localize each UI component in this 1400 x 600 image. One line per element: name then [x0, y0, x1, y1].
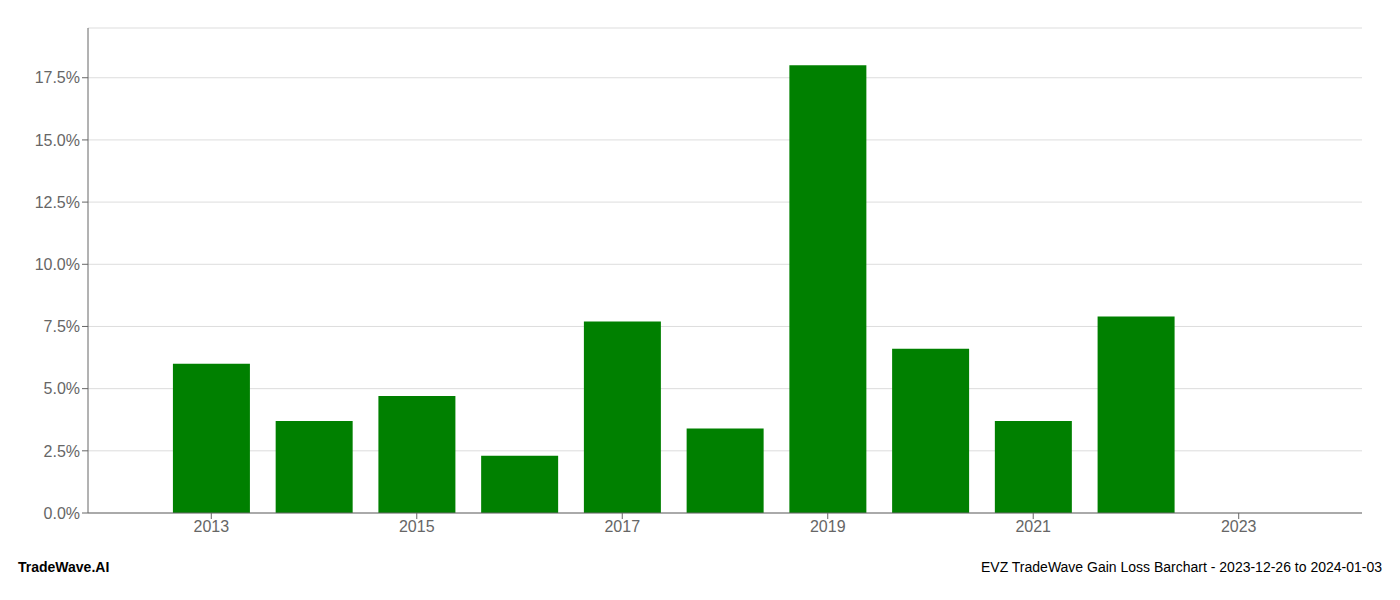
svg-text:2021: 2021	[1015, 518, 1051, 535]
html-text:TradeWave.AI: TradeWave.AI	[18, 559, 110, 575]
svg-text:10.0%: 10.0%	[35, 256, 80, 273]
svg-text:0.0%: 0.0%	[44, 505, 80, 522]
svg-text:2023: 2023	[1221, 518, 1257, 535]
svg-text:5.0%: 5.0%	[44, 380, 80, 397]
svg-text:2013: 2013	[193, 518, 229, 535]
svg-text:2015: 2015	[399, 518, 435, 535]
svg-text:17.5%: 17.5%	[35, 69, 80, 86]
html-text:EVZ TradeWave Gain Loss Barcha: EVZ TradeWave Gain Loss Barchart - 2023-…	[981, 559, 1382, 575]
svg-text:2019: 2019	[810, 518, 846, 535]
svg-text:15.0%: 15.0%	[35, 132, 80, 149]
svg-text:2.5%: 2.5%	[44, 443, 80, 460]
svg-text:12.5%: 12.5%	[35, 194, 80, 211]
svg-text:2017: 2017	[604, 518, 640, 535]
svg-text:7.5%: 7.5%	[44, 318, 80, 335]
